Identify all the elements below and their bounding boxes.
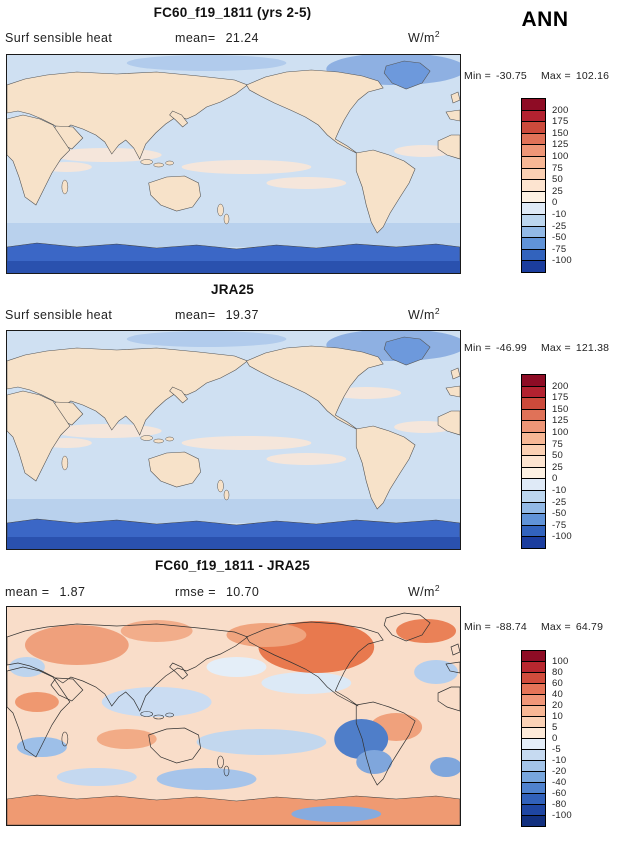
mean-stat: mean= 19.37 [175,308,259,322]
colorbar-boxes [521,98,643,273]
colorbar-tick-label: 25 [552,185,563,197]
colorbar-tick-label: 10 [552,711,563,722]
colorbar-box [521,536,546,549]
min-value: -30.75 [495,70,527,82]
colorbar-tick-label: 50 [552,450,563,462]
max-value: 64.79 [575,621,604,633]
colorbar-tick-label: 80 [552,667,563,678]
units-base: W/m [407,308,435,323]
panel-title: FC60_f19_1811 (yrs 2-5) [153,5,312,20]
colorbar-box [521,815,546,827]
colorbar-tick-label: 100 [552,151,569,162]
colorbar-tick-label: -25 [552,496,567,508]
units-exponent: 2 [434,583,440,593]
colorbar-tick-label: -80 [552,799,567,810]
colorbar-boxes [521,374,643,549]
mean-label: mean= [175,31,216,45]
max-value: 102.16 [575,70,610,82]
colorbar-tick-label: -60 [552,788,567,799]
units-exponent: 2 [434,306,440,316]
map-model [6,54,461,274]
colorbar-tick-label: 200 [552,104,569,116]
colorbar-tick-label: 0 [552,473,558,485]
colorbar-tick-label: -75 [552,519,567,531]
variable-label: Surf sensible heat [5,308,113,322]
rmse-label: rmse = [175,585,216,599]
colorbar-tick-label: -40 [552,777,567,788]
colorbar-reanalysis: 200 175 150 125 100 75 50 25 0 -10 -25 -50 -75 -100 [521,374,643,549]
colorbar-tick-label: -50 [552,232,567,244]
map-reanalysis [6,330,461,550]
variable-label: Surf sensible heat [5,31,113,45]
panel-title: JRA25 [210,282,255,297]
colorbar-tick-label: -10 [552,209,567,220]
min-label: Min = [464,70,491,82]
min-value: -88.74 [495,621,527,633]
colorbar-tick-label: -25 [552,220,567,232]
min-value: -46.99 [495,342,527,354]
colorbar-tick-label: 100 [552,427,569,438]
colorbar-boxes [521,650,643,827]
minmax-stats: Min = -30.75 Max = 102.16 [464,70,644,82]
units-base: W/m [407,585,435,600]
colorbar-tick-label: 25 [552,461,563,473]
colorbar-tick-label: -10 [552,485,567,496]
units-label: W/m2 [346,29,440,45]
colorbar-tick-label: 150 [552,403,569,415]
minmax-stats: Min = -88.74 Max = 64.79 [464,621,644,633]
colorbar-tick-label: 200 [552,380,569,392]
colorbar-tick-label: 20 [552,700,563,711]
colorbar-tick-label: -10 [552,755,567,766]
colorbar-tick-label: 150 [552,127,569,139]
min-label: Min = [464,621,491,633]
mean-value: 1.87 [59,585,86,599]
colorbar-tick-label: 175 [552,392,569,404]
colorbar-tick-label: 175 [552,116,569,128]
map-difference [6,606,461,826]
colorbar-tick-label: -20 [552,766,567,777]
colorbar-tick-label: -75 [552,243,567,255]
mean-stat: mean = 1.87 [5,585,85,599]
colorbar-tick-label: 50 [552,174,563,186]
units-label: W/m2 [346,583,440,599]
colorbar-difference: 100 80 60 40 20 10 5 0 -5 -10 -20 -40 -60 -80 -100 [521,650,643,827]
mean-value: 19.37 [225,308,259,322]
panel-title: FC60_f19_1811 - JRA25 [154,558,311,573]
max-label: Max = [540,70,571,82]
units-exponent: 2 [434,29,440,39]
colorbar-tick-label: 40 [552,689,563,700]
colorbar-tick-label: 0 [552,733,558,744]
minmax-stats: Min = -46.99 Max = 121.38 [464,342,644,354]
min-label: Min = [464,342,491,354]
season-label: ANN [521,8,569,31]
colorbar-tick-label: 75 [552,438,563,450]
max-label: Max = [540,342,571,354]
colorbar-tick-label: 5 [552,722,558,733]
colorbar-tick-label: 125 [552,415,569,427]
max-label: Max = [540,621,571,633]
colorbar-box [521,260,546,273]
colorbar-tick-label: 100 [552,656,569,667]
max-value: 121.38 [575,342,610,354]
mean-stat: mean= 21.24 [175,31,259,45]
mean-value: 21.24 [225,31,259,45]
mean-label: mean = [5,585,50,599]
colorbar-tick-label: 75 [552,162,563,174]
colorbar-tick-label: 125 [552,139,569,151]
colorbar-tick-label: 60 [552,678,563,689]
units-base: W/m [407,31,435,46]
colorbar-model: 200 175 150 125 100 75 50 25 0 -10 -25 -50 -75 -100 [521,98,643,273]
colorbar-tick-label: 0 [552,197,558,209]
rmse-stat: rmse = 10.70 [175,585,259,599]
colorbar-tick-label: -5 [552,744,561,755]
rmse-value: 10.70 [225,585,260,599]
units-label: W/m2 [346,306,440,322]
colorbar-tick-label: -100 [552,810,572,821]
colorbar-tick-label: -100 [552,255,572,267]
colorbar-tick-label: -100 [552,531,572,543]
colorbar-tick-label: -50 [552,508,567,520]
mean-label: mean= [175,308,216,322]
